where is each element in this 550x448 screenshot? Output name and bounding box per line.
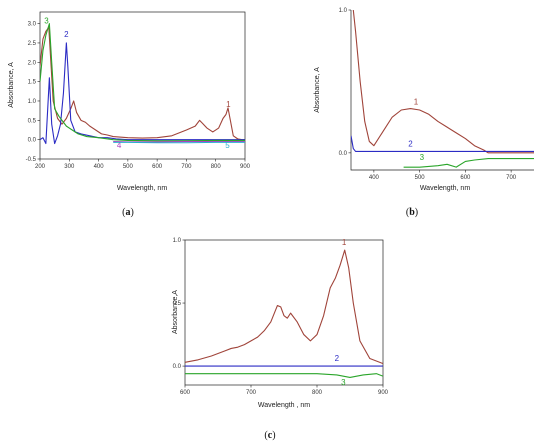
plot-frame [184, 239, 384, 386]
series-label-2: 2 [408, 139, 413, 148]
x-tick-label: 900 [378, 390, 389, 396]
series-line-1 [352, 10, 534, 154]
panel-c-chart: 600 700 800 900 0.0 0.5 1.0 Wavelength , nm Abso… [172, 238, 389, 441]
series-label-1: 1 [226, 100, 231, 109]
y-tick-label: 0.0 [339, 151, 348, 157]
y-tick-label: 1.0 [173, 238, 182, 244]
x-tick-label: 400 [94, 164, 105, 170]
y-tick-label: -0.5 [26, 157, 37, 163]
y-tick-label: 1.5 [28, 80, 37, 86]
x-tick-label: 700 [181, 164, 192, 170]
y-tick-label: 0.0 [28, 138, 37, 144]
x-tick-label: 800 [312, 390, 323, 396]
series-label-4: 4 [117, 141, 122, 150]
series-label-1: 1 [342, 238, 347, 247]
series-label-1: 1 [414, 97, 419, 106]
x-tick-label: 600 [180, 390, 191, 396]
series-line-1 [40, 26, 245, 141]
y-axis-label: Absorbance, A [314, 67, 321, 113]
x-tick-label: 500 [415, 175, 426, 181]
x-tick-label: 700 [506, 175, 517, 181]
series-line-2 [351, 135, 534, 152]
x-tick-label: 400 [369, 175, 380, 181]
x-tick-label: 900 [240, 164, 251, 170]
series-line-2 [40, 42, 245, 145]
series-label-2: 2 [335, 354, 340, 363]
series-label-3: 3 [44, 17, 49, 26]
series-line-3 [403, 158, 534, 168]
series-label-5: 5 [225, 141, 230, 150]
x-axis-label: Wavelength, nm [420, 185, 470, 192]
x-axis-label: Wavelength , nm [258, 402, 310, 409]
panel-label-c: (c) [264, 430, 275, 441]
x-tick-label: 200 [35, 164, 46, 170]
y-tick-label: 3.0 [28, 22, 37, 28]
plot-frame [39, 11, 246, 160]
y-tick-label: 0.0 [173, 364, 182, 370]
x-tick-label: 700 [246, 390, 257, 396]
series-label-3: 3 [420, 153, 425, 162]
y-axis-label: Absorbance,A [172, 290, 179, 334]
panel-label-a: (a) [122, 207, 134, 218]
panel-a-chart: 200 300 400 500 600 700 800 900 -0.5 0.0 0.5 1.0 1.5… [8, 11, 251, 218]
y-tick-label: 1.0 [339, 8, 348, 14]
y-tick-label: 2.5 [28, 41, 37, 47]
plot-frame [350, 10, 534, 171]
x-tick-label: 600 [460, 175, 471, 181]
y-tick-label: 1.0 [28, 99, 37, 105]
y-tick-label: 0.5 [28, 118, 37, 124]
y-tick-label: 2.0 [28, 60, 37, 66]
series-label-2: 2 [64, 30, 69, 39]
series-label-3: 3 [341, 378, 346, 387]
x-tick-label: 300 [64, 164, 75, 170]
x-axis-label: Wavelength, nm [117, 185, 167, 192]
panel-label-b: (b) [406, 207, 418, 218]
x-tick-label: 800 [211, 164, 222, 170]
series-line-3 [185, 373, 383, 378]
y-axis-label: Absorbance, A [8, 62, 15, 108]
series-line-1 [185, 249, 383, 365]
series-line-3 [40, 23, 245, 142]
x-tick-label: 600 [152, 164, 163, 170]
y-tick-label: 0.5 [173, 301, 182, 307]
panel-b-chart: 400 500 600 700 0.0 1.0 Wavelength, nm Absorban… [314, 8, 534, 218]
x-tick-label: 500 [123, 164, 134, 170]
